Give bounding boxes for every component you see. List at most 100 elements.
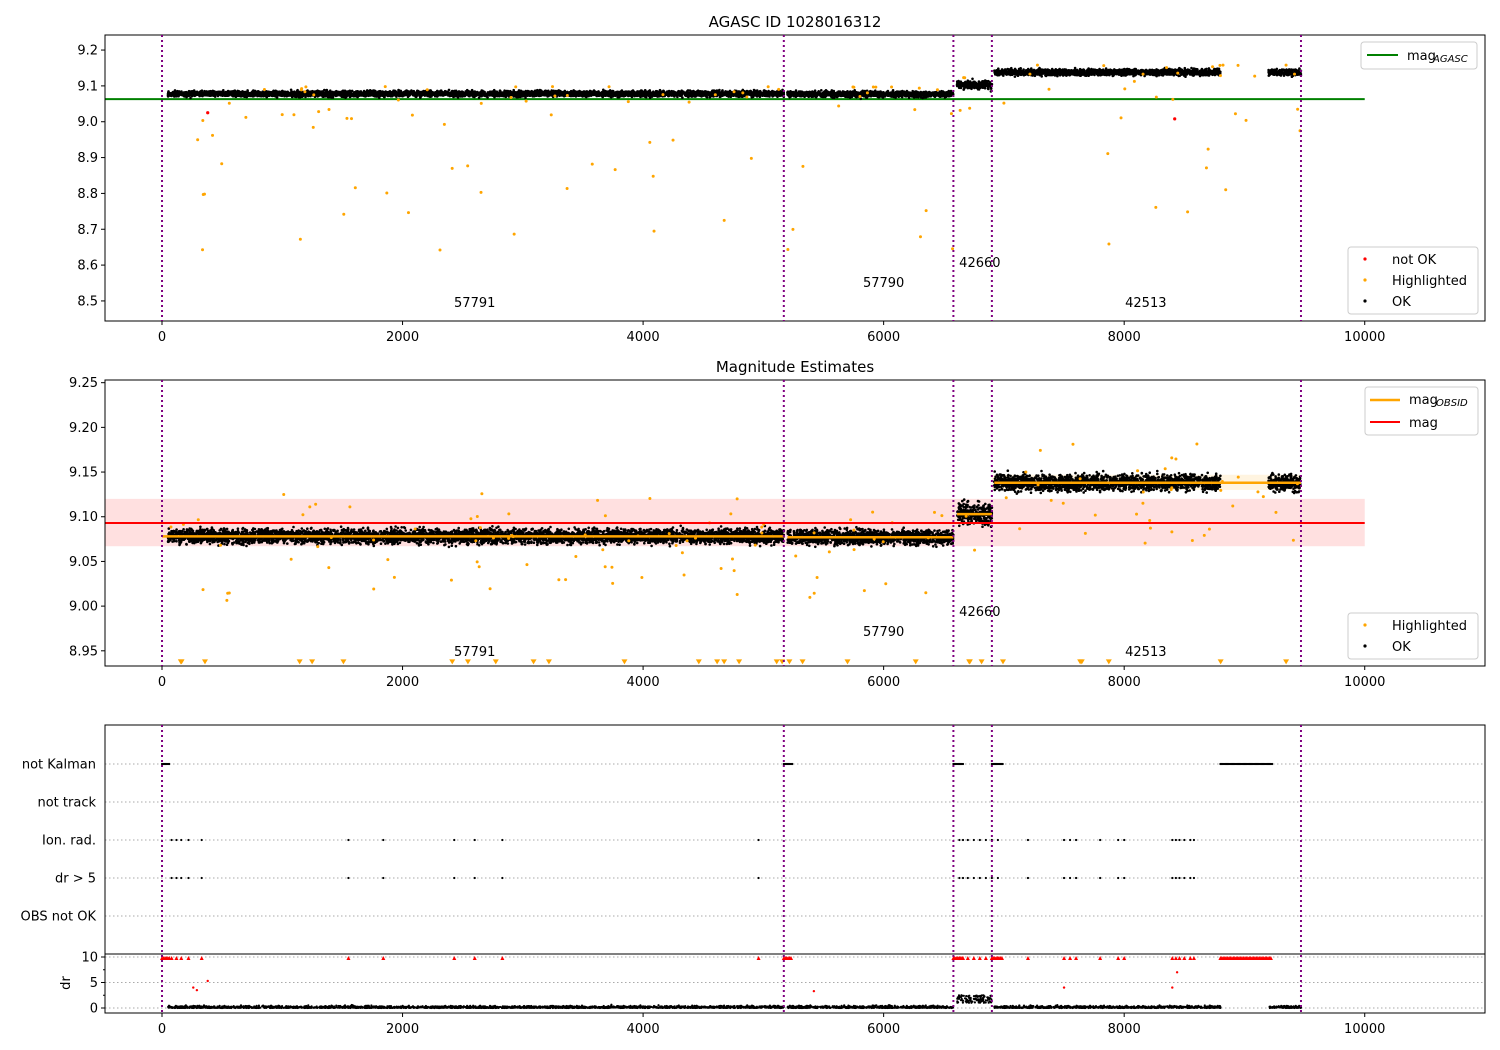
ok-point xyxy=(610,93,614,96)
ok-point xyxy=(242,95,245,98)
ok-point xyxy=(640,92,643,95)
ok-point xyxy=(592,93,595,97)
highlighted-point xyxy=(349,117,353,121)
ok-point xyxy=(493,91,497,95)
ok-point xyxy=(533,89,537,93)
chart-title-1: AGASC ID 1028016312 xyxy=(709,13,882,31)
highlighted-point xyxy=(262,87,266,91)
highlighted-point xyxy=(479,190,483,194)
ok-point xyxy=(176,94,179,98)
ok-point xyxy=(503,89,506,92)
ok-point xyxy=(627,94,631,97)
ok-point xyxy=(276,94,279,97)
ok-point xyxy=(556,92,559,95)
ok-point xyxy=(755,89,759,92)
ok-point xyxy=(694,94,697,97)
ok-point xyxy=(260,94,264,98)
ok-point xyxy=(368,91,372,94)
ok-point xyxy=(411,91,414,95)
highlighted-point xyxy=(425,88,429,92)
ok-point xyxy=(384,90,388,93)
ok-point xyxy=(283,91,287,95)
highlighted-point xyxy=(661,93,665,97)
ok-point xyxy=(597,90,600,93)
ok-point xyxy=(751,91,754,95)
ok-point xyxy=(685,91,688,95)
ok-point xyxy=(523,94,526,97)
highlighted-point xyxy=(607,85,611,89)
highlighted-point xyxy=(514,85,518,89)
highlighted-point xyxy=(312,93,316,97)
ok-point xyxy=(729,92,733,95)
highlighted-point xyxy=(406,211,410,215)
ok-point xyxy=(313,90,316,93)
ok-point xyxy=(289,88,293,92)
ok-point xyxy=(678,94,682,98)
ok-point xyxy=(711,90,715,93)
ok-point xyxy=(178,92,182,96)
highlighted-point xyxy=(551,85,555,89)
ok-point xyxy=(323,88,326,92)
highlighted-point xyxy=(438,248,442,252)
ok-point xyxy=(331,96,335,99)
highlighted-point xyxy=(396,98,400,102)
ok-point xyxy=(221,93,224,96)
ok-point xyxy=(387,92,390,95)
ok-point xyxy=(331,91,334,94)
highlighted-point xyxy=(202,192,206,196)
ok-point xyxy=(292,91,296,95)
ok-point xyxy=(742,94,746,98)
ok-point xyxy=(365,89,369,92)
highlighted-point xyxy=(648,140,652,144)
highlighted-point xyxy=(298,237,302,241)
highlighted-point xyxy=(777,87,781,91)
ok-point xyxy=(378,90,381,93)
ok-point xyxy=(483,94,487,98)
highlighted-point xyxy=(410,113,414,117)
ok-point xyxy=(454,94,457,98)
highlighted-point xyxy=(327,107,331,111)
ok-point xyxy=(737,92,740,95)
ok-point xyxy=(619,91,622,95)
ok-point xyxy=(696,89,700,92)
panel-agasc: 577915779042660425138.58.68.78.88.99.09.… xyxy=(77,34,1486,345)
ok-point xyxy=(405,91,408,95)
ok-point xyxy=(399,94,403,98)
ok-point xyxy=(576,93,579,97)
ok-point xyxy=(754,93,758,97)
ok-point xyxy=(424,91,428,95)
ok-point xyxy=(640,89,643,92)
ok-point xyxy=(301,93,305,97)
highlighted-point xyxy=(304,85,308,89)
highlighted-point xyxy=(211,133,215,137)
ok-point xyxy=(433,94,437,98)
highlighted-point xyxy=(227,101,231,105)
ok-point xyxy=(415,94,419,97)
ok-point xyxy=(488,93,492,97)
highlighted-point xyxy=(317,110,321,114)
highlighted-point xyxy=(741,91,745,95)
ok-point xyxy=(273,94,277,98)
ok-point xyxy=(602,92,605,96)
ok-point xyxy=(538,93,542,96)
ok-point xyxy=(232,90,236,93)
highlighted-point xyxy=(280,113,284,117)
ok-point xyxy=(474,93,478,96)
ok-point xyxy=(353,91,357,94)
ok-point xyxy=(705,95,709,99)
ok-point xyxy=(517,89,521,92)
highlighted-point xyxy=(671,138,675,142)
ok-point xyxy=(364,94,368,98)
highlighted-point xyxy=(300,87,304,91)
ok-point xyxy=(326,92,329,95)
ok-point xyxy=(345,93,348,96)
ok-point xyxy=(257,93,261,97)
ok-point xyxy=(440,91,444,94)
ok-point xyxy=(249,92,252,96)
ok-point xyxy=(635,92,638,95)
ok-point xyxy=(690,95,693,98)
ok-point xyxy=(587,92,590,95)
highlighted-point xyxy=(201,118,205,122)
highlighted-point xyxy=(292,113,296,117)
